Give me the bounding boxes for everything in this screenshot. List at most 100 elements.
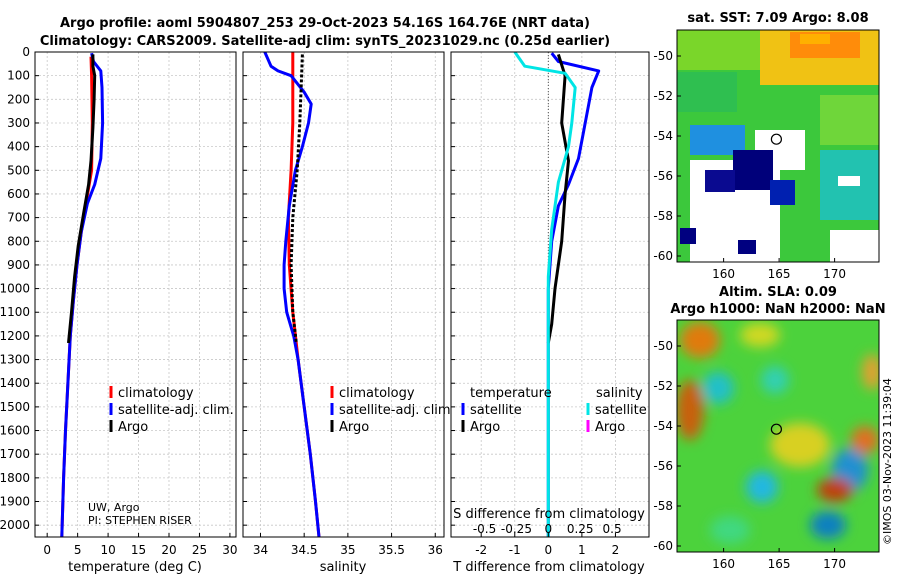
legend-label-climatology: climatology [339, 386, 415, 401]
difference-xlabel: T difference from climatology [452, 560, 645, 575]
y-tick-label: 900 [7, 258, 30, 272]
legend-label-satellite: satellite-adj. clim. [118, 403, 234, 418]
map-y-tick-label: -60 [653, 249, 673, 263]
sst-cold-patch-4 [680, 228, 696, 244]
y-tick-label: 700 [7, 211, 30, 225]
map-y-tick-label: -60 [653, 539, 673, 553]
temperature-legend: climatology satellite-adj. clim. Argo [109, 386, 234, 435]
sst-float-marker [770, 133, 783, 145]
s-tick-label: 0.25 [567, 522, 594, 536]
map-y-tick-label: -50 [653, 339, 673, 353]
sla-eddy-cyan-1 [702, 372, 734, 404]
x-tick-label: -1 [509, 543, 521, 557]
salinity-legend: climatology satellite-adj. clim. Argo [330, 386, 455, 435]
temperature-plot-area [35, 52, 236, 537]
sst-west-patch [677, 72, 737, 112]
y-tick-label: 1700 [0, 447, 30, 461]
sst-map-title: sat. SST: 7.09 Argo: 8.08 [687, 11, 868, 26]
y-tick-label: 200 [7, 92, 30, 106]
map-x-tick-label: 165 [768, 267, 791, 281]
salinity-series-satellite-adj-clim- [263, 52, 321, 537]
sla-eddy-teal-sw [710, 516, 750, 544]
map-y-tick-label: -58 [653, 209, 673, 223]
s-tick-label: -0.25 [501, 522, 532, 536]
x-tick-label: 34 [253, 543, 268, 557]
temperature-series-argo [67, 54, 97, 344]
map-y-tick-label: -54 [653, 129, 673, 143]
sst-cold-patch [733, 150, 773, 190]
x-tick-label: 35.5 [378, 543, 405, 557]
y-tick-label: 1300 [0, 353, 30, 367]
map-y-tick-label: -52 [653, 89, 673, 103]
map-x-tick-label: 160 [712, 267, 735, 281]
legend-label-salinity-satellite: satellite [595, 403, 647, 418]
sla-eddy-yellow-c [770, 423, 830, 467]
difference-frame [450, 51, 650, 538]
figure-title-line1: Argo profile: aoml 5904807_253 29-Oct-20… [60, 16, 590, 31]
x-tick-label: 0 [43, 543, 51, 557]
temperature-frame [34, 51, 237, 538]
s-tick-label: 0 [545, 522, 553, 536]
map-x-tick-label: 170 [823, 267, 846, 281]
credit-line2: PI: STEPHEN RISER [88, 514, 192, 527]
x-tick-label: 2 [612, 543, 620, 557]
map-y-tick-label: -58 [653, 499, 673, 513]
legend-label-argo: Argo [118, 420, 148, 435]
s-tick-label: -0.5 [473, 522, 496, 536]
sla-eddy-warm-w [677, 380, 704, 440]
difference-plot-area [451, 52, 649, 537]
x-tick-label: 1 [578, 543, 586, 557]
map-x-tick-label: 160 [712, 557, 735, 571]
y-tick-label: 800 [7, 234, 30, 248]
sst-east-patch [820, 95, 879, 145]
sst-hot-core [800, 34, 830, 44]
legend-label-temperature-argo: Argo [470, 420, 500, 435]
sla-eddy-yellow-n [740, 323, 780, 347]
sst-cold-patch-2 [705, 170, 735, 192]
salinity-frame [242, 51, 445, 538]
salinity-plot-area [243, 52, 444, 537]
sla-eddy-cyan-2 [761, 366, 789, 394]
legend-label-temperature-satellite: satellite [470, 403, 522, 418]
y-tick-label: 1000 [0, 282, 30, 296]
y-tick-label: 0 [22, 45, 30, 59]
map-y-tick-label: -54 [653, 419, 673, 433]
sla-map-title-line1: Altim. SLA: 0.09 [719, 285, 837, 300]
sst-cold-patch-3 [770, 180, 795, 205]
sla-eddy-warm-nw [680, 322, 720, 358]
difference-series-temperature-argo [546, 53, 570, 344]
x-tick-label: 30 [222, 543, 237, 557]
x-tick-label: 20 [161, 543, 176, 557]
sla-heatmap [677, 320, 879, 552]
sla-eddies [677, 322, 879, 544]
y-tick-label: 300 [7, 116, 30, 130]
legend-label-argo: Argo [339, 420, 369, 435]
sst-cold-patch-5 [738, 240, 756, 254]
sla-float-marker [770, 423, 783, 435]
x-tick-label: 36 [428, 543, 443, 557]
temperature-panel: 0100200300400500600700800900100011001200… [0, 45, 238, 575]
salinity-series-argo [289, 54, 304, 344]
difference-panel: -2 -1 0 1 2 T difference from climatology S … [450, 51, 650, 575]
x-tick-label: 25 [192, 543, 207, 557]
sst-cloud-mask-4 [838, 176, 860, 186]
legend-label-salinity-argo: Argo [595, 420, 625, 435]
y-tick-label: 1600 [0, 424, 30, 438]
sla-map-title-line2: Argo h1000: NaN h2000: NaN [670, 302, 885, 317]
sla-map-panel: Altim. SLA: 0.09 Argo h1000: NaN h2000: … [653, 285, 885, 571]
sla-eddy-warm-e [851, 426, 879, 454]
sst-heatmap [677, 30, 879, 262]
salinity-xlabel: salinity [320, 560, 367, 575]
difference-xlabel-top: S difference from climatology [453, 507, 645, 522]
y-tick-label: 600 [7, 187, 30, 201]
x-tick-label: 5 [74, 543, 82, 557]
y-tick-label: 100 [7, 69, 30, 83]
x-tick-label: -2 [475, 543, 487, 557]
legend-label-climatology: climatology [118, 386, 194, 401]
map-x-tick-label: 165 [768, 557, 791, 571]
figure-title-line2: Climatology: CARS2009. Satellite-adj cli… [40, 34, 610, 49]
sla-map-frame [676, 319, 880, 553]
y-tick-label: 1500 [0, 400, 30, 414]
sst-cloud-mask-3 [830, 230, 879, 262]
y-tick-label: 1100 [0, 305, 30, 319]
